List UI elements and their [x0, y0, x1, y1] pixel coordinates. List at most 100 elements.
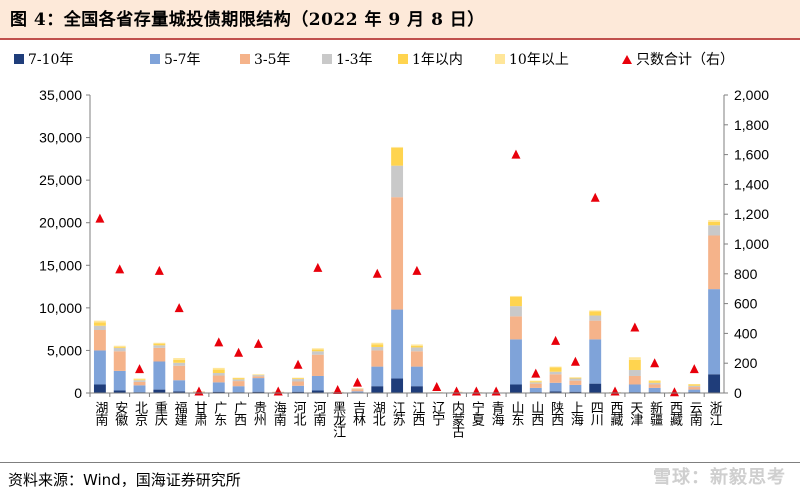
count-marker-triangle [214, 337, 224, 347]
count-marker-triangle [471, 386, 481, 396]
bar-segment [529, 387, 542, 393]
bar-segment [113, 347, 126, 352]
bar-segment [589, 310, 602, 312]
bar-segment [529, 382, 542, 384]
bar-segment [113, 390, 126, 393]
bar-segment [133, 378, 146, 380]
bar-segment [212, 375, 225, 383]
legend-label: 1年以内 [412, 52, 463, 68]
count-marker-triangle [669, 387, 679, 397]
count-marker-triangle [511, 149, 521, 159]
y-right-tick-label: 1,600 [734, 147, 769, 163]
x-tick-label: 西藏 [608, 401, 624, 426]
bar-segment [93, 322, 106, 326]
x-tick-label: 江苏 [390, 401, 406, 426]
legend-swatch-3-5 [240, 54, 250, 64]
watermark: 雪球：新毅思考 [653, 467, 786, 488]
count-marker-triangle [333, 385, 343, 395]
y-left-tick-label: 10,000 [39, 300, 82, 316]
bar-segment [589, 339, 602, 384]
legend-label: 3-5年 [254, 52, 291, 68]
bar-segment [708, 289, 721, 375]
bar-segment [113, 347, 126, 348]
count-marker-triangle [452, 386, 462, 396]
count-marker-triangle [551, 335, 561, 345]
x-tick-label: 河南 [310, 401, 326, 426]
source-note: 资料来源：Wind，国海证券研究所 [8, 471, 241, 489]
bar-segment [510, 296, 522, 307]
bar-segment [410, 366, 423, 387]
bar-segment [212, 367, 225, 370]
legend-label: 5-7年 [164, 52, 201, 68]
bar-segment [569, 380, 582, 385]
count-marker-triangle [491, 386, 501, 396]
bar-segment [549, 374, 562, 383]
x-tick-label: 四川 [588, 401, 604, 426]
bar-segment [173, 362, 186, 366]
bar-segment [113, 345, 126, 348]
bar-segment [708, 220, 721, 222]
bar-segment [173, 380, 186, 392]
y-axis-right: 0 200 400 600 800 1,000 1,200 1,400 1,600 1,800 2,… [723, 87, 769, 401]
legend-label: 1-3年 [336, 52, 373, 68]
y-right-tick-label: 1,400 [734, 176, 769, 192]
bar-segment [351, 389, 364, 392]
count-marker-triangle [253, 338, 263, 348]
bar-segment [133, 380, 146, 382]
x-tick-label: 新疆 [647, 400, 663, 426]
y-right-tick-label: 1,200 [734, 206, 769, 222]
bar-segment [153, 345, 166, 348]
legend-swatch-5-7 [150, 54, 160, 64]
bar-segment [391, 147, 404, 166]
bar-segment [153, 342, 166, 344]
y-right-tick-label: 0 [734, 385, 742, 401]
bar-segment [113, 351, 126, 371]
count-marker-triangle [610, 386, 620, 396]
bar-segment [232, 379, 245, 382]
x-axis: 湖南 安徽 北京 重庆 福建 甘肃 广东 广西 贵州 海南 河北 河南 黑龙江 吉林 湖北 江苏 江西 辽宁 内蒙古… [89, 392, 724, 438]
bar-segment [371, 342, 384, 345]
legend-swatch-gt10 [495, 54, 505, 64]
bar-segment [648, 381, 661, 383]
y-left-tick-label: 35,000 [39, 87, 82, 103]
bar-segment [252, 391, 265, 393]
bar-segment [292, 378, 304, 382]
bar-segment [549, 382, 562, 392]
legend-label: 只数合计（右） [636, 52, 734, 68]
bar-segment [688, 387, 701, 390]
bar-segment [212, 382, 225, 392]
bar-segment [93, 320, 106, 323]
bar-segment [311, 351, 324, 355]
bar-segment [232, 386, 245, 393]
bar-segment [549, 367, 562, 372]
bar-segment [113, 370, 126, 391]
x-tick-label: 黑龙江 [330, 401, 346, 438]
bar-segment [311, 354, 324, 376]
bar-segment [648, 387, 661, 393]
bar-segment [252, 376, 265, 379]
title-divider [0, 38, 800, 40]
bar-segment [212, 369, 225, 373]
bar-segment [410, 344, 423, 346]
bar-segment [391, 378, 404, 393]
bar-segment [648, 380, 661, 382]
bar-segment [212, 372, 225, 376]
bar-segment [292, 378, 304, 379]
bar-segment [93, 350, 106, 385]
x-tick-label: 内蒙古 [449, 400, 465, 438]
bar-segment [153, 343, 166, 346]
bar-segment [232, 378, 245, 380]
count-marker-triangle [154, 265, 164, 275]
bar-segment [410, 347, 423, 352]
legend-swatch-1-3 [322, 54, 332, 64]
chart-legend: 7-10年 5-7年 3-5年 1-3年 1年以内 10年以上 只数合计（右） [14, 52, 734, 68]
bar-segment [252, 375, 265, 377]
bar-segment [569, 391, 582, 393]
bar-segment [133, 379, 146, 381]
bar-segment [133, 381, 146, 386]
x-tick-label: 湖北 [370, 401, 386, 427]
x-tick-label: 宁夏 [469, 400, 485, 426]
bar-segment [708, 221, 721, 226]
legend-swatch-7-10 [14, 54, 24, 64]
y-right-tick-label: 1,800 [734, 117, 769, 133]
